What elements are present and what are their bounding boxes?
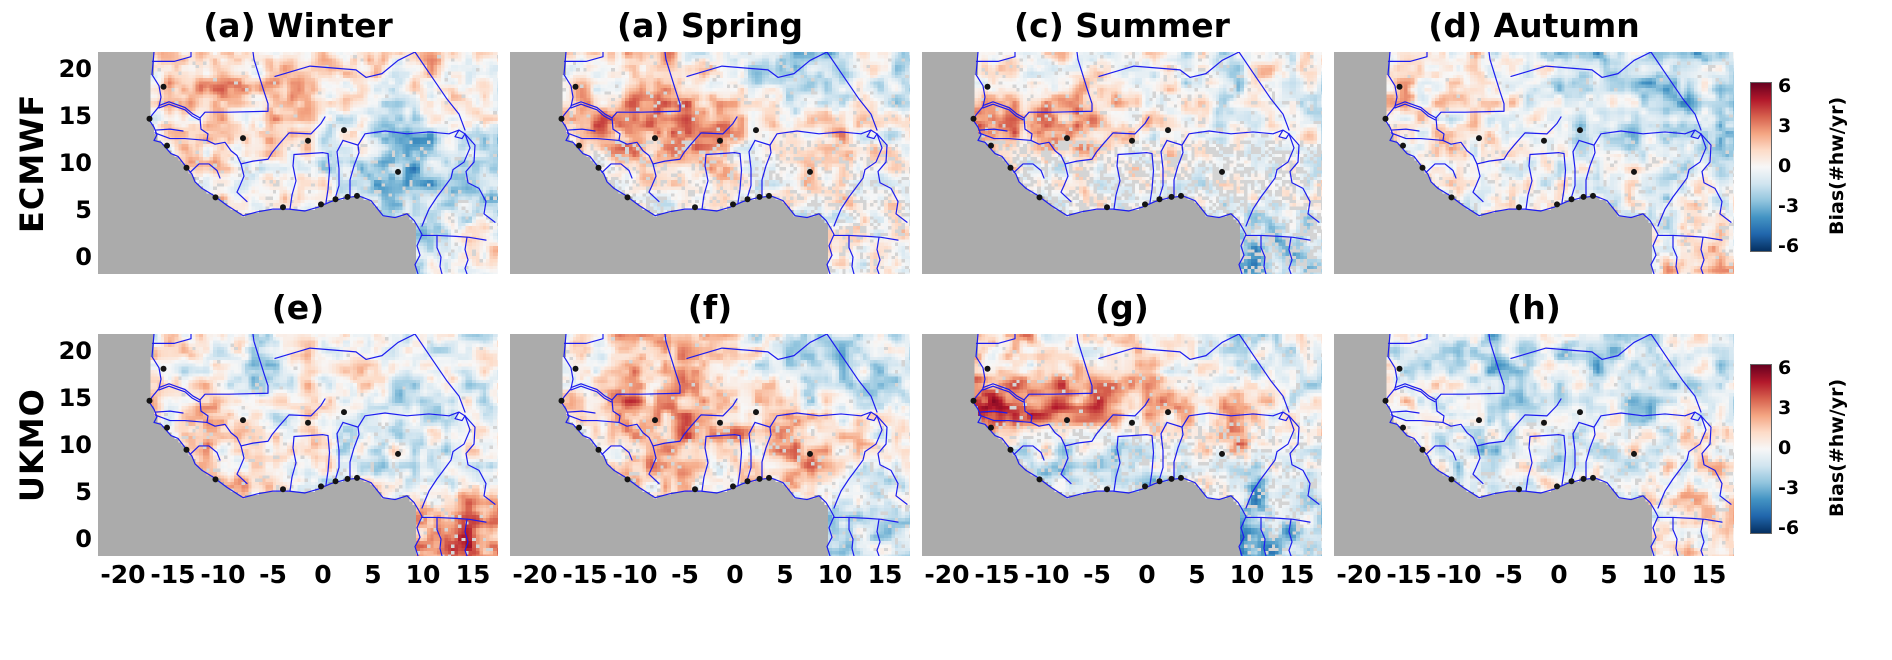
map-canvas-b (510, 52, 910, 274)
panel-g: (g) -20 -15 -10 -5 0 5 10 15 (922, 288, 1322, 590)
colorbar-label: Bias(#hw/yr) (1826, 378, 1848, 518)
panel-title-g: (g) (1095, 288, 1149, 327)
map-canvas-e (98, 334, 498, 556)
colorbar-tick-label: 6 (1778, 357, 1792, 379)
x-tick-label: 5 (364, 560, 382, 589)
row-label-column-ecmwf: ECMWF (8, 6, 56, 274)
map-canvas-h (1334, 334, 1734, 556)
x-tick-label: -5 (1495, 560, 1523, 589)
panel-title-b: (a) Spring (616, 6, 803, 45)
x-axis-panel-e: -20 -15 -10 -5 0 5 10 15 (98, 556, 498, 590)
panel-title-e: (e) (271, 288, 325, 327)
row-label-ukmo: UKMO (13, 388, 51, 502)
x-tick-label: -15 (1386, 560, 1432, 589)
y-tick-label: 0 (75, 243, 92, 272)
colorbar-tick-label: 6 (1778, 75, 1792, 97)
x-tick-label: -15 (562, 560, 608, 589)
x-axis-panel-h: -20 -15 -10 -5 0 5 10 15 (1334, 556, 1734, 590)
colorbar-tick-label: -3 (1778, 477, 1800, 499)
figure: ECMWF 0 5 10 15 20 (a) Winter (a) Spring (c)… (8, 6, 1884, 590)
colorbar-tick-label: -3 (1778, 195, 1800, 217)
colorbar-gradient (1750, 364, 1772, 534)
x-tick-label: -20 (512, 560, 558, 589)
y-tick-label: 15 (58, 383, 92, 412)
colorbar-ecmwf: Bias(#hw/yr) 6 3 0 -3 -6 (1742, 6, 1862, 274)
x-tick-label: -5 (1083, 560, 1111, 589)
panels-row-ecmwf: (a) Winter (a) Spring (c) Summer (d) Aut… (98, 6, 1734, 274)
x-axis-panel-f: -20 -15 -10 -5 0 5 10 15 (510, 556, 910, 590)
colorbar-tick-label: 0 (1778, 155, 1792, 177)
y-tick-label: 20 (58, 336, 92, 365)
panel-d-autumn: (d) Autumn (1334, 6, 1734, 274)
y-tick-label: 5 (75, 196, 92, 225)
row-label-ecmwf: ECMWF (13, 93, 51, 233)
x-tick-label: -20 (1336, 560, 1382, 589)
panel-c-summer: (c) Summer (922, 6, 1322, 274)
panel-title-c: (c) Summer (1014, 6, 1230, 45)
y-axis-ukmo: 0 5 10 15 20 (56, 288, 98, 556)
row-ecmwf: ECMWF 0 5 10 15 20 (a) Winter (a) Spring (c)… (8, 6, 1884, 274)
x-tick-label: 10 (405, 560, 441, 589)
panel-title-d: (d) Autumn (1428, 6, 1640, 45)
panel-title-f: (f) (687, 288, 733, 327)
panel-e: (e) -20 -15 -10 -5 0 5 10 15 (98, 288, 498, 590)
colorbar-gradient (1750, 82, 1772, 252)
colorbar-tick-label: -6 (1778, 517, 1800, 539)
x-tick-label: -20 (100, 560, 146, 589)
colorbar-tick-label: 3 (1778, 397, 1792, 419)
panel-title-a: (a) Winter (203, 6, 393, 45)
map-canvas-d (1334, 52, 1734, 274)
x-tick-label: 10 (817, 560, 853, 589)
colorbar-label: Bias(#hw/yr) (1826, 96, 1848, 236)
colorbar-tick-label: -6 (1778, 235, 1800, 257)
panels-row-ukmo: (e) -20 -15 -10 -5 0 5 10 15 (f) -20 -15 -10 -5 0 5 1… (98, 288, 1734, 590)
x-axis-panel-g: -20 -15 -10 -5 0 5 10 15 (922, 556, 1322, 590)
y-tick-label: 10 (58, 149, 92, 177)
x-tick-label: 5 (776, 560, 794, 589)
x-tick-label: -5 (671, 560, 699, 589)
panel-title-h: (h) (1507, 288, 1561, 327)
panel-a-winter: (a) Winter (98, 6, 498, 274)
x-tick-label: -10 (1024, 560, 1070, 589)
x-tick-label: -15 (150, 560, 196, 589)
x-tick-label: 0 (314, 560, 332, 589)
colorbar-tick-label: 3 (1778, 115, 1792, 137)
x-tick-label: 15 (1691, 560, 1727, 589)
y-tick-label: 5 (75, 478, 92, 507)
x-tick-label: -10 (612, 560, 658, 589)
colorbar-ukmo: Bias(#hw/yr) 6 3 0 -3 -6 (1742, 288, 1862, 556)
map-canvas-c (922, 52, 1322, 274)
x-tick-label: 10 (1641, 560, 1677, 589)
x-tick-label: 5 (1188, 560, 1206, 589)
x-tick-label: -10 (1436, 560, 1482, 589)
panel-h: (h) -20 -15 -10 -5 0 5 10 15 (1334, 288, 1734, 590)
x-tick-label: 15 (1279, 560, 1315, 589)
colorbar-tick-label: 0 (1778, 437, 1792, 459)
panel-b-spring: (a) Spring (510, 6, 910, 274)
map-canvas-a (98, 52, 498, 274)
map-canvas-f (510, 334, 910, 556)
x-tick-label: 15 (455, 560, 491, 589)
y-tick-label: 15 (58, 101, 92, 130)
x-tick-label: 15 (867, 560, 903, 589)
x-tick-label: -20 (924, 560, 970, 589)
x-tick-label: 0 (1550, 560, 1568, 589)
x-tick-label: 10 (1229, 560, 1265, 589)
x-tick-label: -15 (974, 560, 1020, 589)
y-axis-ecmwf: 0 5 10 15 20 (56, 6, 98, 274)
x-tick-label: 5 (1600, 560, 1618, 589)
x-tick-label: 0 (726, 560, 744, 589)
map-canvas-g (922, 334, 1322, 556)
y-tick-label: 10 (58, 431, 92, 459)
row-ukmo: UKMO 0 5 10 15 20 (e) -20 -15 -10 -5 0 5 10 15 (f) … (8, 288, 1884, 590)
y-tick-label: 0 (75, 525, 92, 554)
panel-f: (f) -20 -15 -10 -5 0 5 10 15 (510, 288, 910, 590)
x-tick-label: -5 (259, 560, 287, 589)
row-label-column-ukmo: UKMO (8, 288, 56, 556)
x-tick-label: 0 (1138, 560, 1156, 589)
x-tick-label: -10 (200, 560, 246, 589)
y-tick-label: 20 (58, 54, 92, 83)
